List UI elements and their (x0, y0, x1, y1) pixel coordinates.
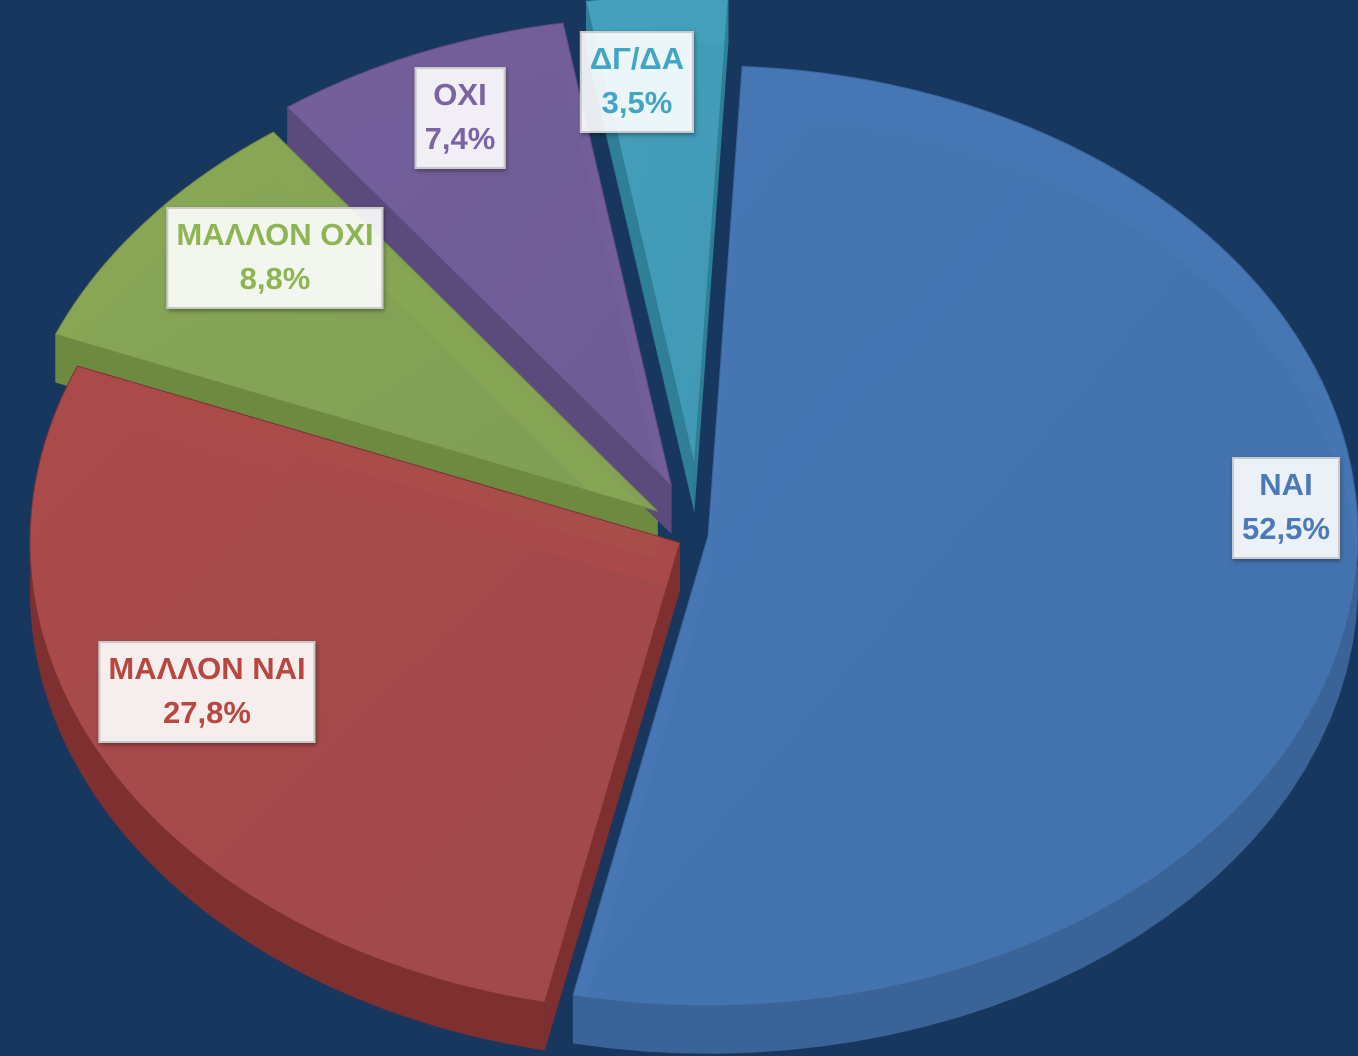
slice-label-dg-da: ΔΓ/ΔΑ 3,5% (579, 31, 695, 133)
pie-slice-wall-mallon-nai-0 (544, 542, 680, 1051)
slice-label-mallon-oxi: ΜΑΛΛΟΝ ΟΧΙ 8,8% (166, 207, 384, 309)
slice-label-mallon-nai-name: ΜΑΛΛΟΝ ΝΑΙ (108, 651, 306, 686)
slice-label-mallon-oxi-name: ΜΑΛΛΟΝ ΟΧΙ (176, 217, 374, 252)
slice-label-dg-da-value: 3,5% (601, 85, 673, 120)
slice-label-nai: ΝΑΙ 52,5% (1232, 457, 1340, 559)
slice-label-nai-value: 52,5% (1242, 511, 1330, 546)
pie-slice-mallon-nai (29, 365, 681, 1004)
pie-slice-oxi (286, 22, 673, 488)
slice-label-oxi-name: ΟΧΙ (433, 77, 487, 112)
slice-label-oxi-value: 7,4% (424, 121, 496, 156)
slice-label-mallon-nai: ΜΑΛΛΟΝ ΝΑΙ 27,8% (98, 641, 316, 743)
slice-label-oxi: ΟΧΙ 7,4% (414, 67, 506, 169)
slice-label-mallon-nai-value: 27,8% (163, 695, 251, 730)
pie-slice-wall-dg-da-1 (694, 0, 729, 513)
slice-label-dg-da-name: ΔΓ/ΔΑ (589, 41, 685, 76)
slice-label-nai-name: ΝΑΙ (1259, 467, 1313, 502)
slice-label-mallon-oxi-value: 8,8% (239, 261, 311, 296)
pie-slice-nai (572, 65, 1358, 1007)
